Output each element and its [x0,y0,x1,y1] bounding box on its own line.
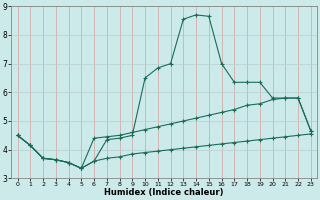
X-axis label: Humidex (Indice chaleur): Humidex (Indice chaleur) [104,188,224,197]
